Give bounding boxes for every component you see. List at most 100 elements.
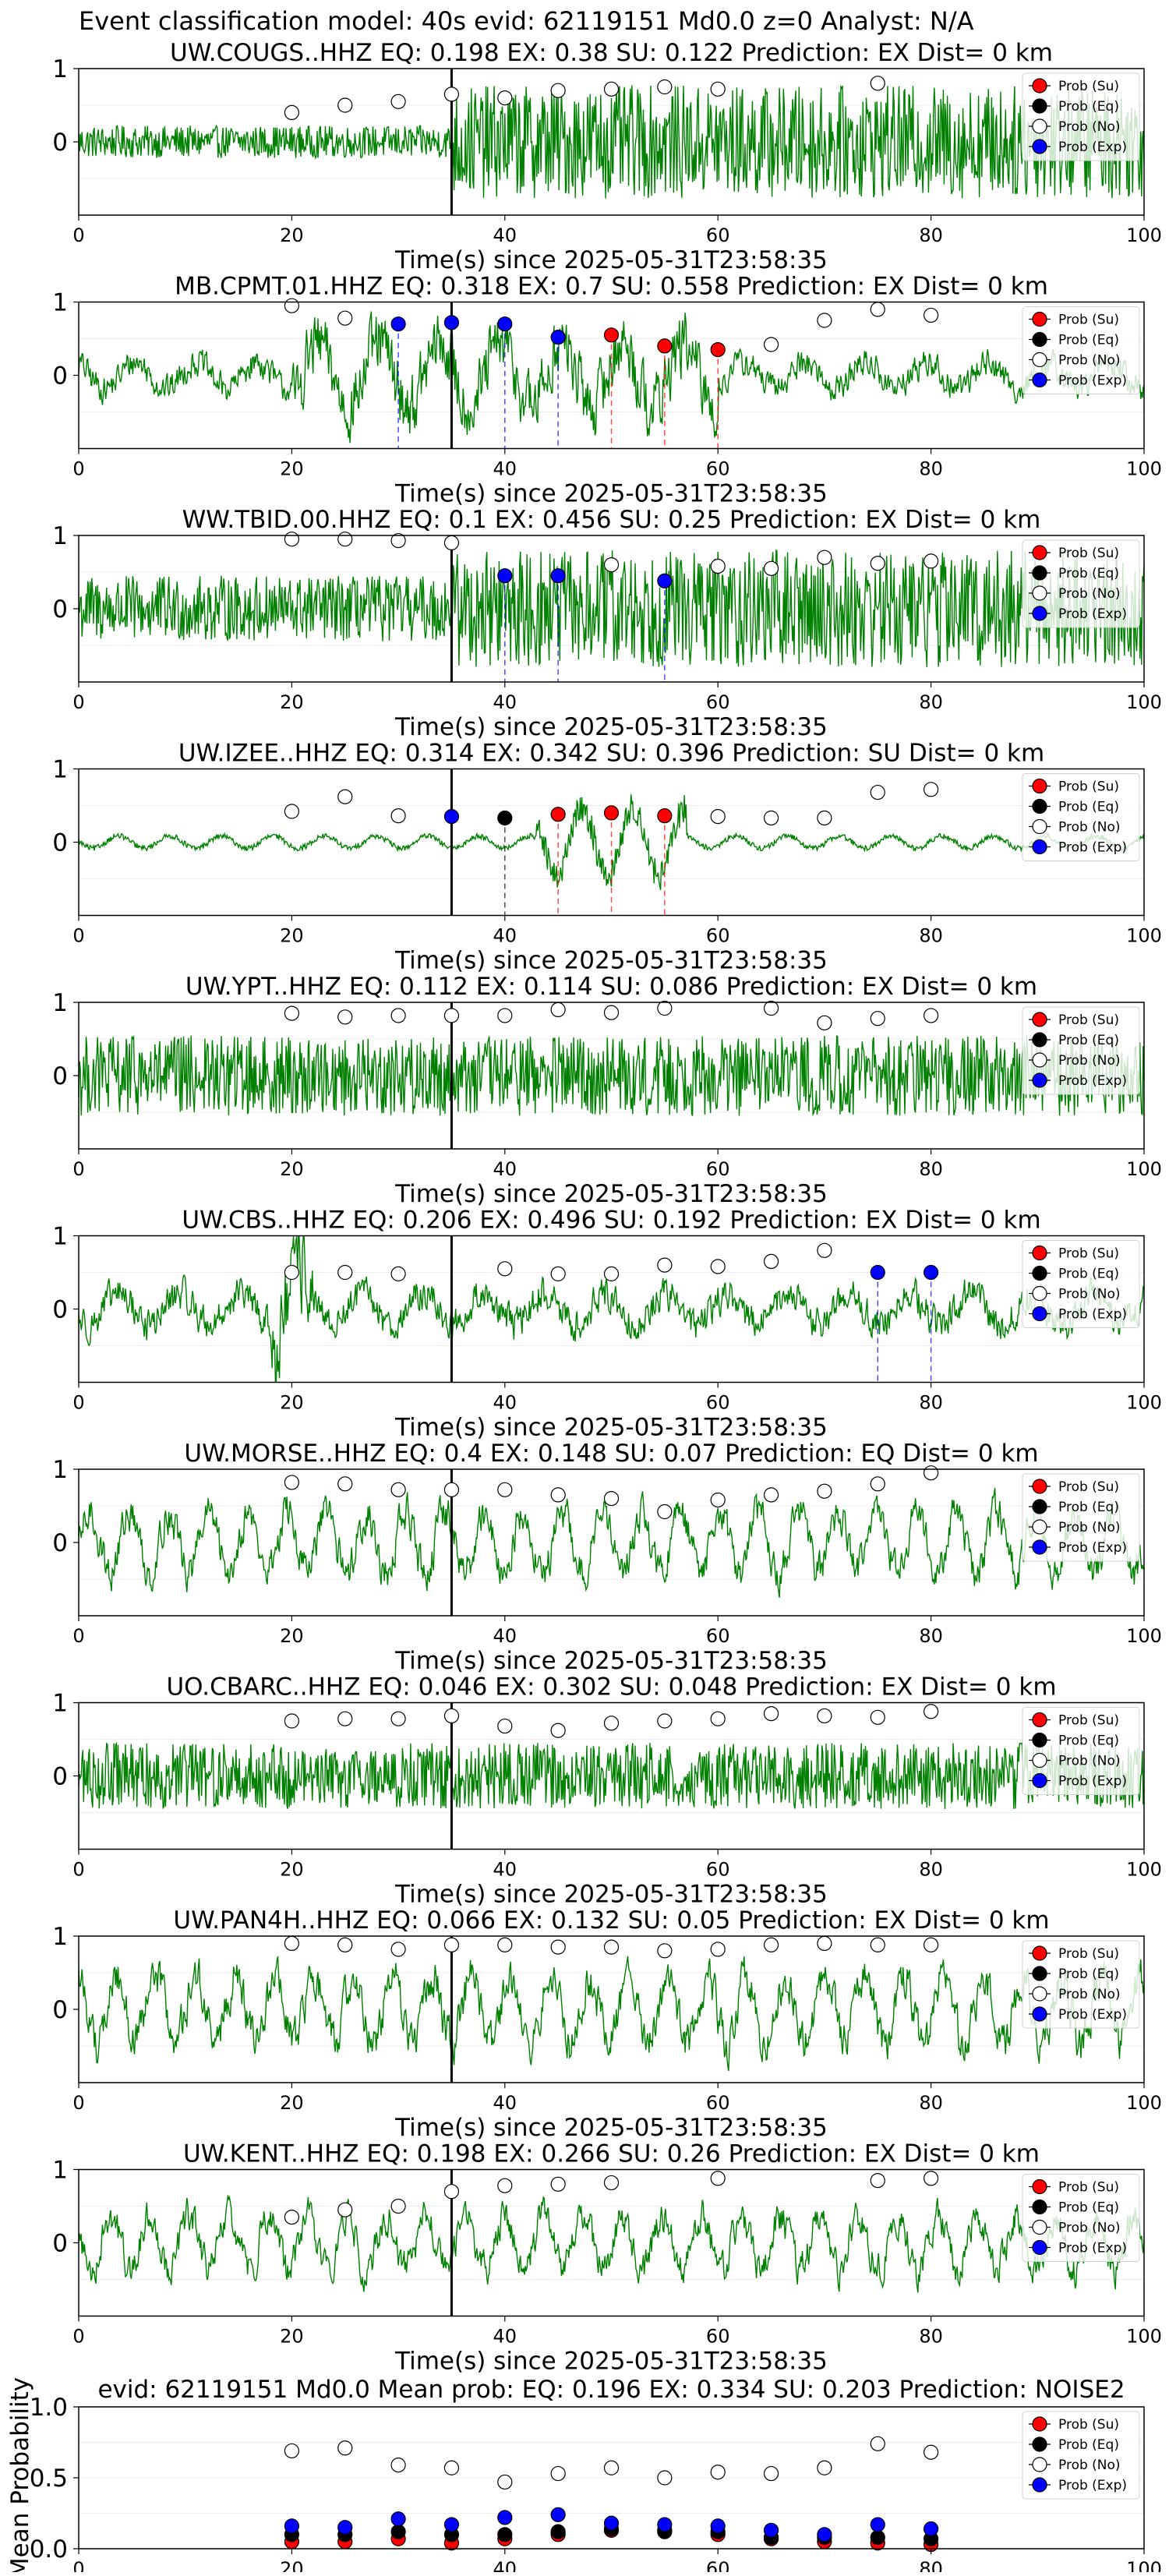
mean-marker-exp (284, 2518, 299, 2534)
prob-marker-no (710, 808, 726, 825)
mean-marker-exp (550, 2507, 566, 2522)
y-tick-label: 0 (52, 2230, 68, 2258)
x-tick-label: 0 (72, 458, 84, 480)
x-tick-label: 20 (280, 1158, 304, 1180)
x-tick-label: 80 (919, 1392, 943, 1414)
panel-title: UW.YPT..HHZ EQ: 0.112 EX: 0.114 SU: 0.08… (185, 973, 1037, 1001)
legend-label-eq: Prob (Eq) (1058, 2200, 1119, 2216)
prob-marker-no (337, 1264, 353, 1281)
prob-marker-no (763, 337, 779, 352)
panel-title: UO.CBARC..HHZ EQ: 0.046 EX: 0.302 SU: 0.… (166, 1673, 1056, 1701)
prob-marker-no (284, 1475, 299, 1490)
prob-marker-no (284, 804, 299, 819)
prob-marker-no (710, 2171, 726, 2186)
prob-marker-no (284, 1713, 299, 1729)
prob-marker-no (763, 1937, 779, 1952)
panel-xlabel: Time(s) since 2025-05-31T23:58:35 (394, 246, 828, 274)
x-tick-label: 60 (706, 1859, 730, 1881)
waveform-trace (78, 1235, 1145, 1383)
x-tick-label: 80 (919, 2326, 943, 2348)
prob-marker-no (443, 1482, 460, 1497)
panel-0: UW.COUGS..HHZ EQ: 0.198 EX: 0.38 SU: 0.1… (52, 39, 1162, 274)
prob-marker-no (923, 2171, 939, 2186)
panel-title: MB.CPMT.01.HHZ EQ: 0.318 EX: 0.7 SU: 0.5… (175, 273, 1048, 301)
panel-2: WW.TBID.00.HHZ EQ: 0.1 EX: 0.456 SU: 0.2… (52, 506, 1162, 741)
waveform-trace (78, 794, 1145, 890)
prob-marker-no (443, 1937, 460, 1952)
panel-3: UW.IZEE..HHZ EQ: 0.314 EX: 0.342 SU: 0.3… (52, 740, 1162, 975)
legend-marker-su (1032, 311, 1047, 327)
prob-marker-su (657, 808, 673, 824)
prob-marker-no (337, 310, 353, 326)
y-tick-label: 0 (52, 129, 68, 157)
legend-marker-no (1032, 585, 1047, 601)
prob-marker-no (497, 1261, 513, 1277)
prob-marker-no (550, 1487, 566, 1503)
mean-marker-exp (337, 2520, 353, 2535)
legend-label-eq: Prob (Eq) (1058, 1500, 1119, 1515)
prob-marker-no (497, 1937, 513, 1952)
panel-title: UW.CBS..HHZ EQ: 0.206 EX: 0.496 SU: 0.19… (182, 1207, 1040, 1235)
legend-label-exp: Prob (Exp) (1058, 1774, 1127, 1790)
legend-label-no: Prob (No) (1058, 2221, 1121, 2236)
y-tick-label: 1 (52, 1690, 68, 1718)
prob-marker-no (870, 556, 885, 571)
legend-marker-exp (1032, 2239, 1047, 2256)
panel-1: MB.CPMT.01.HHZ EQ: 0.318 EX: 0.7 SU: 0.5… (52, 273, 1162, 508)
mean-marker-exp (710, 2518, 726, 2534)
legend-marker-eq (1032, 1499, 1047, 1514)
prob-marker-su (603, 327, 620, 343)
x-tick-label: 0 (72, 1158, 84, 1180)
prob-marker-no (817, 1242, 832, 1258)
x-tick-label: 0 (72, 691, 84, 713)
mean-marker-exp (923, 2521, 939, 2537)
x-tick-label: 40 (493, 458, 517, 480)
mean-marker-no (497, 2474, 513, 2490)
prob-marker-no (710, 558, 726, 574)
legend-label-exp: Prob (Exp) (1058, 140, 1127, 155)
legend-box (1022, 773, 1140, 861)
legend-box (1022, 1473, 1140, 1562)
x-tick-label: 40 (493, 1859, 517, 1881)
panel-title: UW.MORSE..HHZ EQ: 0.4 EX: 0.148 SU: 0.07… (184, 1440, 1038, 1468)
legend-marker-su (1032, 1712, 1047, 1728)
legend-marker-su (1032, 545, 1047, 560)
legend-marker-eq (1032, 98, 1047, 114)
x-tick-label: 20 (280, 458, 304, 480)
legend-marker-exp (1032, 372, 1047, 388)
x-tick-label: 40 (493, 1158, 517, 1180)
panel-xlabel: Time(s) since 2025-05-31T23:58:35 (394, 1647, 828, 1675)
prob-marker-no (870, 1937, 885, 1952)
legend-label-su: Prob (Su) (1058, 2180, 1119, 2196)
prob-marker-no (710, 81, 726, 97)
legend-marker-su (1032, 2178, 1047, 2195)
prob-marker-no (603, 1716, 620, 1731)
x-tick-label: 20 (280, 224, 304, 246)
x-tick-label: 80 (919, 925, 943, 947)
waveform-trace (78, 1741, 1145, 1810)
mean-marker-no (763, 2465, 779, 2482)
y-tick-label: 1 (52, 1923, 68, 1951)
legend-label-no: Prob (No) (1058, 1754, 1121, 1769)
prob-marker-exp (550, 568, 566, 584)
y-tick-label: 0 (52, 1296, 68, 1324)
prob-marker-exp (443, 808, 460, 825)
prob-marker-no (284, 532, 299, 547)
x-tick-label: 40 (493, 1392, 517, 1414)
prob-marker-no (443, 535, 460, 551)
legend-box (1022, 2174, 1140, 2262)
mean-panel: evid: 62119151 Md0.0 Mean prob: EQ: 0.19… (6, 2376, 1162, 2576)
prob-marker-no (390, 1266, 406, 1281)
prob-marker-no (603, 81, 620, 97)
prob-marker-no (923, 1937, 939, 1952)
y-tick-label: 1 (52, 989, 68, 1017)
mean-marker-exp (870, 2517, 885, 2532)
legend-marker-exp (1032, 839, 1047, 855)
prob-marker-no (870, 76, 885, 91)
legend-box (1022, 1707, 1140, 1795)
waveform-trace (78, 549, 1145, 667)
prob-marker-no (443, 87, 460, 102)
x-tick-label: 60 (706, 1158, 730, 1180)
prob-marker-no (657, 1713, 673, 1729)
legend-label-eq: Prob (Eq) (1058, 800, 1119, 815)
